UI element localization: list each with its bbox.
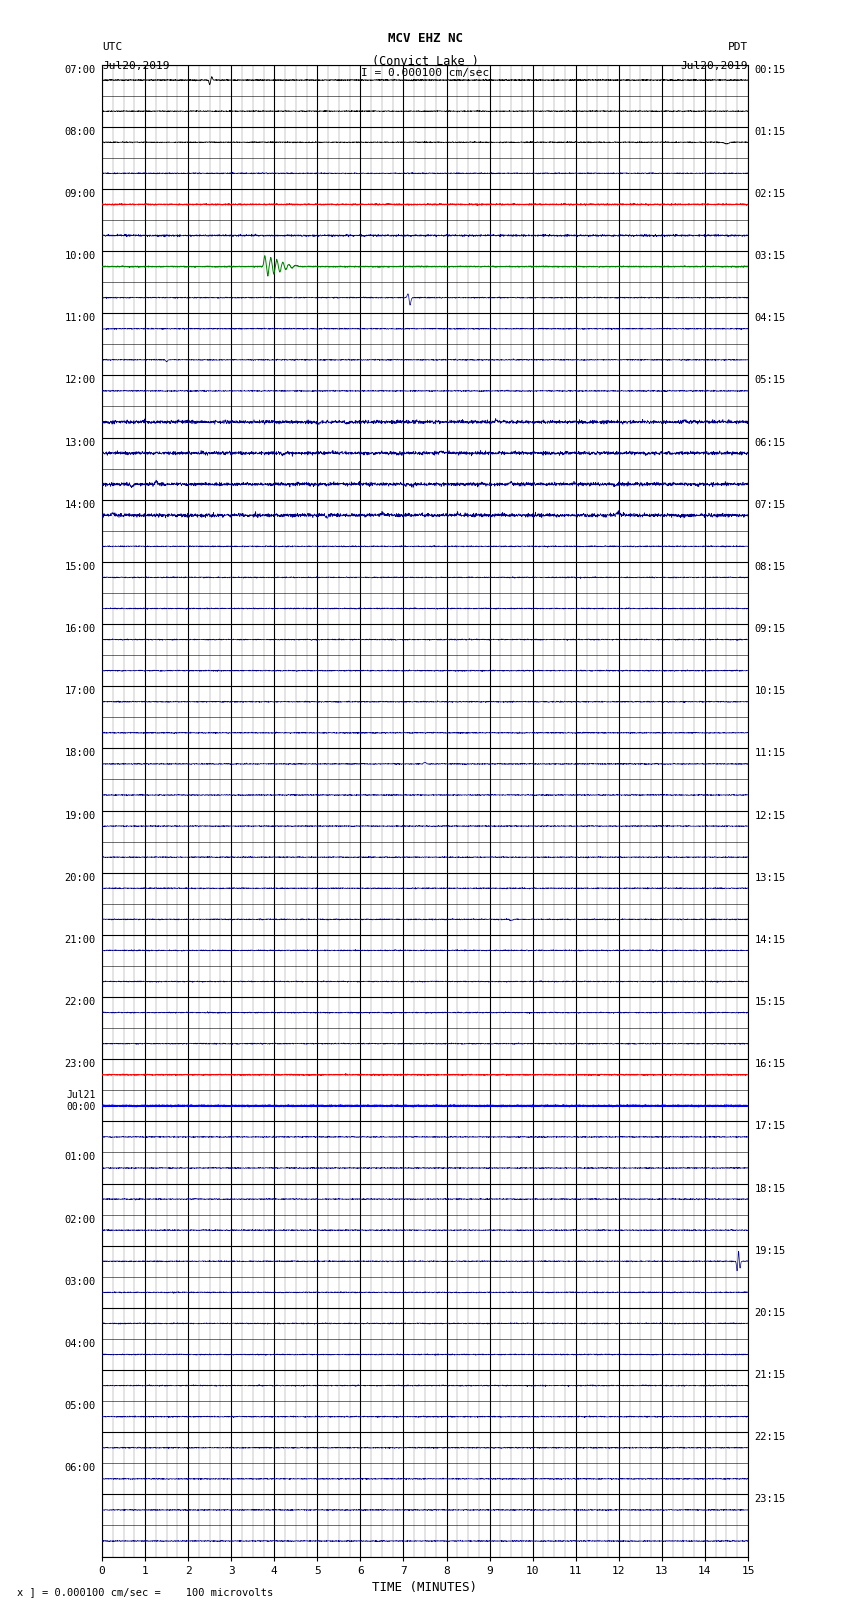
Text: 16:00: 16:00 bbox=[65, 624, 95, 634]
X-axis label: TIME (MINUTES): TIME (MINUTES) bbox=[372, 1581, 478, 1594]
Text: 03:15: 03:15 bbox=[755, 252, 785, 261]
Text: 04:15: 04:15 bbox=[755, 313, 785, 323]
Text: 11:00: 11:00 bbox=[65, 313, 95, 323]
Text: I = 0.000100 cm/sec: I = 0.000100 cm/sec bbox=[361, 68, 489, 77]
Text: 08:00: 08:00 bbox=[65, 127, 95, 137]
Text: 20:00: 20:00 bbox=[65, 873, 95, 882]
Text: 10:15: 10:15 bbox=[755, 686, 785, 697]
Text: UTC: UTC bbox=[102, 42, 122, 52]
Text: 03:00: 03:00 bbox=[65, 1277, 95, 1287]
Text: 20:15: 20:15 bbox=[755, 1308, 785, 1318]
Text: 22:00: 22:00 bbox=[65, 997, 95, 1007]
Text: 08:15: 08:15 bbox=[755, 561, 785, 573]
Text: 23:15: 23:15 bbox=[755, 1494, 785, 1505]
Text: 15:00: 15:00 bbox=[65, 561, 95, 573]
Text: 05:15: 05:15 bbox=[755, 376, 785, 386]
Text: 06:15: 06:15 bbox=[755, 437, 785, 447]
Text: 15:15: 15:15 bbox=[755, 997, 785, 1007]
Text: 22:15: 22:15 bbox=[755, 1432, 785, 1442]
Text: 10:00: 10:00 bbox=[65, 252, 95, 261]
Text: 14:15: 14:15 bbox=[755, 936, 785, 945]
Text: Jul21
00:00: Jul21 00:00 bbox=[66, 1090, 95, 1111]
Text: 12:15: 12:15 bbox=[755, 810, 785, 821]
Text: 09:00: 09:00 bbox=[65, 189, 95, 198]
Text: 01:15: 01:15 bbox=[755, 127, 785, 137]
Text: Jul20,2019: Jul20,2019 bbox=[681, 61, 748, 71]
Text: 13:00: 13:00 bbox=[65, 437, 95, 447]
Text: x ] = 0.000100 cm/sec =    100 microvolts: x ] = 0.000100 cm/sec = 100 microvolts bbox=[17, 1587, 273, 1597]
Text: 18:00: 18:00 bbox=[65, 748, 95, 758]
Text: 23:00: 23:00 bbox=[65, 1060, 95, 1069]
Text: Jul20,2019: Jul20,2019 bbox=[102, 61, 169, 71]
Text: PDT: PDT bbox=[728, 42, 748, 52]
Text: 07:00: 07:00 bbox=[65, 65, 95, 74]
Text: 01:00: 01:00 bbox=[65, 1152, 95, 1163]
Text: 13:15: 13:15 bbox=[755, 873, 785, 882]
Text: 09:15: 09:15 bbox=[755, 624, 785, 634]
Text: 17:15: 17:15 bbox=[755, 1121, 785, 1131]
Text: 19:15: 19:15 bbox=[755, 1245, 785, 1255]
Text: 21:00: 21:00 bbox=[65, 936, 95, 945]
Text: 00:15: 00:15 bbox=[755, 65, 785, 74]
Text: 07:15: 07:15 bbox=[755, 500, 785, 510]
Text: 19:00: 19:00 bbox=[65, 810, 95, 821]
Text: MCV EHZ NC: MCV EHZ NC bbox=[388, 32, 462, 45]
Text: 12:00: 12:00 bbox=[65, 376, 95, 386]
Text: 02:15: 02:15 bbox=[755, 189, 785, 198]
Text: 06:00: 06:00 bbox=[65, 1463, 95, 1473]
Text: 17:00: 17:00 bbox=[65, 686, 95, 697]
Text: 11:15: 11:15 bbox=[755, 748, 785, 758]
Text: 02:00: 02:00 bbox=[65, 1215, 95, 1224]
Text: 21:15: 21:15 bbox=[755, 1369, 785, 1381]
Text: 04:00: 04:00 bbox=[65, 1339, 95, 1348]
Text: 05:00: 05:00 bbox=[65, 1402, 95, 1411]
Text: 14:00: 14:00 bbox=[65, 500, 95, 510]
Text: 18:15: 18:15 bbox=[755, 1184, 785, 1194]
Text: (Convict Lake ): (Convict Lake ) bbox=[371, 55, 479, 68]
Text: 16:15: 16:15 bbox=[755, 1060, 785, 1069]
